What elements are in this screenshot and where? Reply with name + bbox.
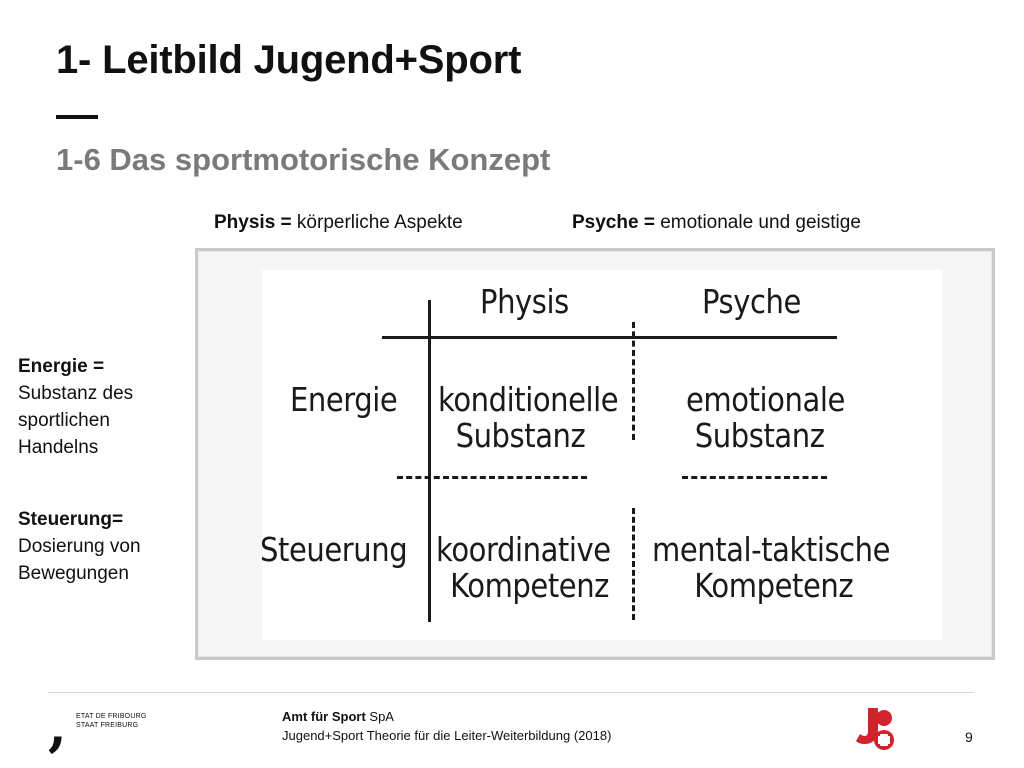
psyche-description: emotionale und geistige <box>654 212 861 233</box>
footer-text: Amt für Sport SpA Jugend+Sport Theorie f… <box>282 707 611 745</box>
fribourg-comma-logo: , <box>48 694 67 758</box>
cell-line: Substanz <box>455 416 586 455</box>
cell-line: Kompetenz <box>450 566 609 605</box>
steuerung-line: Dosierung von <box>18 536 141 557</box>
energie-note: Energie = Substanz des sportlichen Hande… <box>18 353 133 461</box>
course-name: Jugend+Sport Theorie für die Leiter-Weit… <box>282 728 612 743</box>
column-header-psyche: Psyche <box>702 282 801 321</box>
psyche-term: Psyche = <box>572 212 655 233</box>
organization-suffix: SpA <box>365 709 394 724</box>
column-header-physis: Physis <box>480 282 569 321</box>
energie-term: Energie = <box>18 356 105 377</box>
column-divider-bottom <box>632 508 638 620</box>
physis-term: Physis = <box>214 212 292 233</box>
cell-energie-physis: konditionelle Substanz <box>438 380 619 455</box>
cell-line: Substanz <box>694 416 825 455</box>
footer-divider <box>48 692 974 693</box>
physis-definition: Physis = körperliche Aspekte <box>214 212 463 234</box>
cell-line: emotionale <box>686 380 845 419</box>
cell-steuerung-physis: koordinative Kompetenz <box>436 532 611 604</box>
row-divider-left <box>397 476 587 479</box>
canton-name-fr: ETAT DE FRIBOURG <box>76 713 147 720</box>
organization-name: Amt für Sport <box>282 709 366 724</box>
steuerung-line: Bewegungen <box>18 563 129 584</box>
energie-line: sportlichen <box>18 410 110 431</box>
canton-name: ETAT DE FRIBOURG STAAT FREIBURG <box>76 712 146 730</box>
slide-subtitle: 1-6 Das sportmotorische Konzept <box>56 142 551 177</box>
jugend-sport-logo-icon <box>856 708 894 750</box>
row-label-steuerung: Steuerung <box>260 530 408 569</box>
cell-energie-psyche: emotionale Substanz <box>686 382 845 454</box>
energie-line: Handelns <box>18 437 99 458</box>
cell-line: konditionelle <box>438 380 619 419</box>
cell-line: koordinative <box>436 530 611 569</box>
title-dash <box>56 115 98 119</box>
steuerung-term: Steuerung= <box>18 509 124 530</box>
cell-line: Kompetenz <box>694 566 854 605</box>
organization-line: Amt für Sport SpA <box>282 707 611 726</box>
page-number: 9 <box>965 729 973 745</box>
row-label-energie: Energie <box>290 380 398 419</box>
concept-matrix-sketch: Physis Psyche Energie Steuerung konditio… <box>260 270 942 640</box>
cell-line: mental-taktische <box>652 530 891 569</box>
row-label-divider <box>428 300 431 622</box>
column-divider-top <box>632 322 638 440</box>
canton-name-de: STAAT FREIBURG <box>76 722 139 729</box>
energie-line: Substanz des <box>18 383 134 404</box>
steuerung-note: Steuerung= Dosierung von Bewegungen <box>18 506 141 587</box>
physis-description: körperliche Aspekte <box>291 212 463 233</box>
cell-steuerung-psyche: mental-taktische Kompetenz <box>652 530 891 605</box>
psyche-definition: Psyche = emotionale und geistige <box>572 212 861 234</box>
header-rule <box>382 336 837 339</box>
slide-title: 1- Leitbild Jugend+Sport <box>56 38 522 82</box>
row-divider-right <box>682 476 827 479</box>
